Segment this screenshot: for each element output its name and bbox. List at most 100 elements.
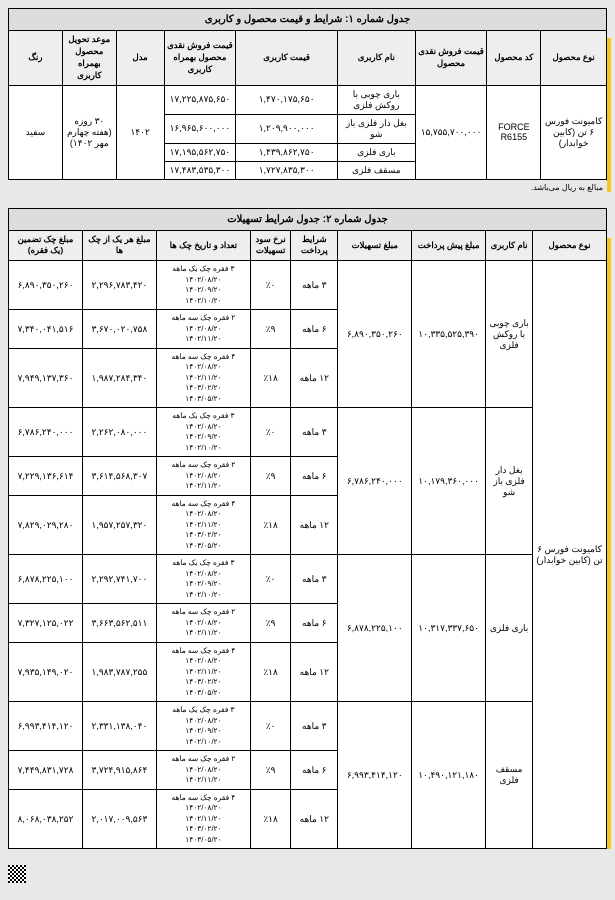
cell-guarantee: ۷,۲۲۹,۱۳۶,۶۱۴ (9, 457, 83, 496)
cell-check-desc: ۴ فقره چک سه ماهه۱۴۰۲/۰۸/۲۰۱۴۰۲/۱۱/۲۰۱۴۰… (156, 642, 250, 702)
cell-term: ۱۲ ماهه (291, 495, 338, 555)
cell-guarantee: ۶,۹۹۳,۴۱۴,۱۲۰ (9, 702, 83, 751)
cell-guarantee: ۷,۹۴۹,۱۳۷,۳۶۰ (9, 348, 83, 408)
cell-guarantee: ۷,۸۲۹,۰۲۹,۲۸۰ (9, 495, 83, 555)
col-product-type: نوع محصول (541, 31, 607, 86)
cell-usage-price: ۱,۴۳۹,۸۶۲,۷۵۰ (236, 143, 338, 161)
col-cash-price: قیمت فروش نقدی محصول (415, 31, 487, 86)
cell-amount: ۱,۹۸۳,۷۸۷,۲۵۵ (82, 642, 156, 702)
col-model: مدل (116, 31, 164, 86)
cell-usage-price: ۱,۷۲۷,۸۳۵,۳۰۰ (236, 161, 338, 179)
cell-amount: ۱,۹۵۷,۲۵۷,۳۲۰ (82, 495, 156, 555)
cell-check-desc: ۴ فقره چک سه ماهه۱۴۰۲/۰۸/۲۰۱۴۰۲/۱۱/۲۰۱۴۰… (156, 495, 250, 555)
table1-title: جدول شماره ۱: شرایط و قیمت محصول و کاربر… (9, 9, 607, 31)
table-row: بغل دار فلزی باز شو۱۰,۱۷۹,۳۶۰,۰۰۰۶,۷۸۶,۲… (9, 408, 607, 457)
cell-check-desc: ۳ فقره چک یک ماهه۱۴۰۲/۰۸/۲۰۱۴۰۲/۰۹/۲۰۱۴۰… (156, 408, 250, 457)
cell-rate: ٪۰ (250, 408, 290, 457)
cell-product-type: کامیونت فورس ۶ تن (کابین خوابدار) (541, 85, 607, 179)
cell-usage: باری فلزی (486, 555, 533, 702)
col-product-code: کد محصول (487, 31, 541, 86)
cell-rate: ٪۹ (250, 751, 290, 790)
cell-term: ۱۲ ماهه (291, 789, 338, 849)
cell-cash-price: ۱۵,۷۵۵,۷۰۰,۰۰۰ (415, 85, 487, 179)
cell-guarantee: ۷,۳۴۰,۰۴۱,۵۱۶ (9, 310, 83, 349)
cell-rate: ٪۹ (250, 310, 290, 349)
col-total-price: قیمت فروش نقدی محصول بهمراه کاربری (164, 31, 236, 86)
cell-prepay: ۱۰,۳۳۵,۵۲۵,۳۹۰ (412, 261, 486, 408)
col-prepay: مبلغ پیش پرداخت (412, 230, 486, 261)
cell-amount: ۲,۰۱۷,۰۰۹,۵۶۳ (82, 789, 156, 849)
cell-usage: باری چوبی با روکش فلزی (337, 85, 415, 114)
cell-color: سفید (9, 85, 63, 179)
cell-rate: ٪۹ (250, 457, 290, 496)
cell-term: ۶ ماهه (291, 604, 338, 643)
cell-term: ۶ ماهه (291, 457, 338, 496)
table1-section: جدول شماره ۱: شرایط و قیمت محصول و کاربر… (8, 8, 607, 192)
cell-guarantee: ۶,۷۸۶,۲۴۰,۰۰۰ (9, 408, 83, 457)
cell-guarantee: ۶,۸۹۰,۳۵۰,۲۶۰ (9, 261, 83, 310)
col-rate: نرخ سود تسهیلات (250, 230, 290, 261)
cell-usage: مسقف فلزی (337, 161, 415, 179)
table-row: مسقف فلزی۱۰,۴۹۰,۱۲۱,۱۸۰۶,۹۹۳,۴۱۴,۱۲۰۳ ما… (9, 702, 607, 751)
cell-rate: ٪۰ (250, 555, 290, 604)
cell-check-desc: ۴ فقره چک سه ماهه۱۴۰۲/۰۸/۲۰۱۴۰۲/۱۱/۲۰۱۴۰… (156, 789, 250, 849)
col-check-desc: تعداد و تاریخ چک ها (156, 230, 250, 261)
cell-term: ۳ ماهه (291, 408, 338, 457)
cell-rate: ٪۱۸ (250, 789, 290, 849)
table-row: کامیونت فورس ۶ تن (کابین خوابدار)FORCE R… (9, 85, 607, 114)
table-row: کامیونت فورس ۶ تن (کابین خوابدار)باری چو… (9, 261, 607, 310)
cell-term: ۱۲ ماهه (291, 348, 338, 408)
cell-facility: ۶,۹۹۳,۴۱۴,۱۲۰ (338, 702, 412, 849)
col-term: شرایط پرداخت (291, 230, 338, 261)
cell-product-type: کامیونت فورس ۶ تن (کابین خوابدار) (533, 261, 607, 849)
col-guarantee: مبلغ چک تضمین (یک فقره) (9, 230, 83, 261)
cell-usage: باری چوبی با روکش فلزی (486, 261, 533, 408)
footer (8, 865, 607, 883)
col-check-amount: مبلغ هر یک از چک ها (82, 230, 156, 261)
cell-facility: ۶,۸۹۰,۳۵۰,۲۶۰ (338, 261, 412, 408)
cell-facility: ۶,۷۸۶,۲۴۰,۰۰۰ (338, 408, 412, 555)
cell-total: ۱۷,۴۸۳,۵۳۵,۳۰۰ (164, 161, 236, 179)
cell-term: ۳ ماهه (291, 702, 338, 751)
cell-guarantee: ۶,۸۷۸,۲۲۵,۱۰۰ (9, 555, 83, 604)
table1-header-row: نوع محصول کد محصول قیمت فروش نقدی محصول … (9, 31, 607, 86)
cell-amount: ۲,۲۶۲,۰۸۰,۰۰۰ (82, 408, 156, 457)
col-usage: نام کاربری (486, 230, 533, 261)
cell-rate: ٪۱۸ (250, 495, 290, 555)
currency-note: مبالغ به ریال می‌باشد. (8, 183, 607, 192)
cell-usage: مسقف فلزی (486, 702, 533, 849)
cell-total: ۱۷,۱۹۵,۵۶۲,۷۵۰ (164, 143, 236, 161)
cell-amount: ۲,۲۹۶,۷۸۳,۴۲۰ (82, 261, 156, 310)
cell-model: ۱۴۰۲ (116, 85, 164, 179)
cell-guarantee: ۸,۰۶۸,۰۳۸,۲۵۲ (9, 789, 83, 849)
accent-bar (607, 238, 611, 850)
cell-term: ۳ ماهه (291, 261, 338, 310)
cell-facility: ۶,۸۷۸,۲۲۵,۱۰۰ (338, 555, 412, 702)
cell-delivery: ۳۰ روزه (هفته چهارم مهر ۱۴۰۲) (62, 85, 116, 179)
col-usage-name: نام کاربری (337, 31, 415, 86)
cell-rate: ٪۰ (250, 702, 290, 751)
cell-amount: ۲,۳۳۱,۱۳۸,۰۴۰ (82, 702, 156, 751)
cell-check-desc: ۲ فقره چک سه ماهه۱۴۰۲/۰۸/۲۰۱۴۰۲/۱۱/۲۰ (156, 310, 250, 349)
product-price-table: جدول شماره ۱: شرایط و قیمت محصول و کاربر… (8, 8, 607, 180)
cell-usage: بغل دار فلزی باز شو (337, 114, 415, 143)
col-color: رنگ (9, 31, 63, 86)
cell-prepay: ۱۰,۳۱۷,۳۳۷,۶۵۰ (412, 555, 486, 702)
cell-amount: ۳,۶۱۴,۵۶۸,۳۰۷ (82, 457, 156, 496)
facilities-table: جدول شماره ۲: جدول شرایط تسهیلات نوع محص… (8, 208, 607, 850)
cell-rate: ٪۰ (250, 261, 290, 310)
cell-check-desc: ۴ فقره چک سه ماهه۱۴۰۲/۰۸/۲۰۱۴۰۲/۱۱/۲۰۱۴۰… (156, 348, 250, 408)
cell-term: ۶ ماهه (291, 751, 338, 790)
cell-rate: ٪۱۸ (250, 348, 290, 408)
cell-usage-price: ۱,۴۷۰,۱۷۵,۶۵۰ (236, 85, 338, 114)
cell-amount: ۳,۶۶۳,۵۶۲,۵۱۱ (82, 604, 156, 643)
accent-bar (607, 38, 611, 192)
cell-amount: ۱,۹۸۷,۲۸۴,۳۴۰ (82, 348, 156, 408)
cell-check-desc: ۳ فقره چک یک ماهه۱۴۰۲/۰۸/۲۰۱۴۰۲/۰۹/۲۰۱۴۰… (156, 702, 250, 751)
cell-guarantee: ۷,۹۳۵,۱۴۹,۰۲۰ (9, 642, 83, 702)
cell-usage-price: ۱,۲۰۹,۹۰۰,۰۰۰ (236, 114, 338, 143)
cell-guarantee: ۷,۴۴۹,۸۳۱,۷۲۸ (9, 751, 83, 790)
cell-rate: ٪۹ (250, 604, 290, 643)
cell-check-desc: ۲ فقره چک سه ماهه۱۴۰۲/۰۸/۲۰۱۴۰۲/۱۱/۲۰ (156, 457, 250, 496)
cell-total: ۱۶,۹۶۵,۶۰۰,۰۰۰ (164, 114, 236, 143)
